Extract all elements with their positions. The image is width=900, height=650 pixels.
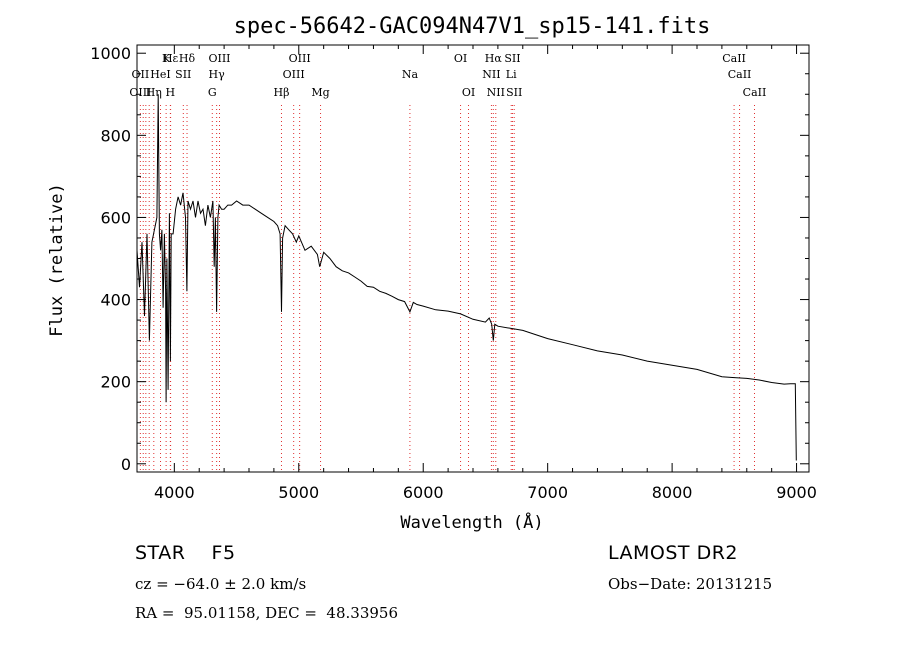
- x-tick-label: 8000: [652, 483, 693, 502]
- line-label-27: CaII: [743, 86, 767, 99]
- x-tick-label: 5000: [278, 483, 319, 502]
- x-tick-label: 6000: [403, 483, 444, 502]
- line-label-1: K: [162, 52, 171, 65]
- line-label-2: Hδ: [179, 52, 196, 65]
- line-label-14: Na: [402, 68, 419, 81]
- line-label-7: SII: [504, 52, 520, 65]
- line-label-13: OIII: [283, 68, 305, 81]
- line-label-21: G: [208, 86, 217, 99]
- y-axis-label: Flux (relative): [47, 183, 67, 337]
- line-label-26: SII: [506, 86, 522, 99]
- line-label-12: Hγ: [209, 68, 226, 81]
- line-label-0: Hε: [163, 52, 179, 65]
- y-axis-ticks: 0 200 400 600 800 1000: [90, 44, 809, 474]
- x-axis-ticks: 4000 5000 6000 7000 8000 9000: [154, 45, 817, 502]
- line-label-4: OIII: [289, 52, 311, 65]
- line-label-3: OIII: [208, 52, 230, 65]
- chart-title: spec-56642-GAC094N47V1_sp15-141.fits: [234, 14, 711, 39]
- y-tick-label: 600: [100, 208, 131, 227]
- line-label-16: Li: [506, 68, 517, 81]
- x-tick-label: 4000: [154, 483, 195, 502]
- y-tick-label: 400: [100, 291, 131, 310]
- line-label-8: CaII: [722, 52, 746, 65]
- flux-series-line: [136, 94, 797, 461]
- line-label-9: OII: [132, 68, 150, 81]
- line-label-18: OIII: [129, 86, 151, 99]
- x-axis-label: Wavelength (Å): [400, 511, 543, 533]
- y-tick-label: 0: [121, 455, 131, 474]
- plot-frame: [136, 44, 810, 473]
- line-label-19: Hη: [146, 86, 162, 99]
- line-label-17: CaII: [728, 68, 752, 81]
- line-label-22: Hβ: [274, 86, 290, 99]
- line-label-15: NII: [482, 68, 500, 81]
- x-tick-label: 9000: [776, 483, 817, 502]
- line-label-5: OI: [454, 52, 467, 65]
- x-tick-label: 7000: [527, 483, 568, 502]
- redshift-text: cz = −64.0 ± 2.0 km/s: [135, 575, 307, 593]
- line-label-23: Mg: [311, 86, 329, 99]
- y-tick-label: 200: [100, 373, 131, 392]
- line-label-20: H: [166, 86, 176, 99]
- spectral-marker-lines: [139, 105, 755, 472]
- line-label-25: NII: [487, 86, 505, 99]
- y-tick-label: 800: [100, 126, 131, 145]
- object-class: STAR F5: [135, 542, 236, 564]
- obs-date-text: Obs−Date: 20131215: [608, 575, 773, 593]
- line-label-6: Hα: [485, 52, 503, 65]
- coordinates-text: RA = 95.01158, DEC = 48.33956: [135, 604, 399, 622]
- y-tick-label: 1000: [90, 44, 131, 63]
- line-label-10: HeI: [150, 68, 170, 81]
- line-label-11: SII: [175, 68, 191, 81]
- survey-name: LAMOST DR2: [608, 542, 738, 564]
- line-label-24: OI: [462, 86, 475, 99]
